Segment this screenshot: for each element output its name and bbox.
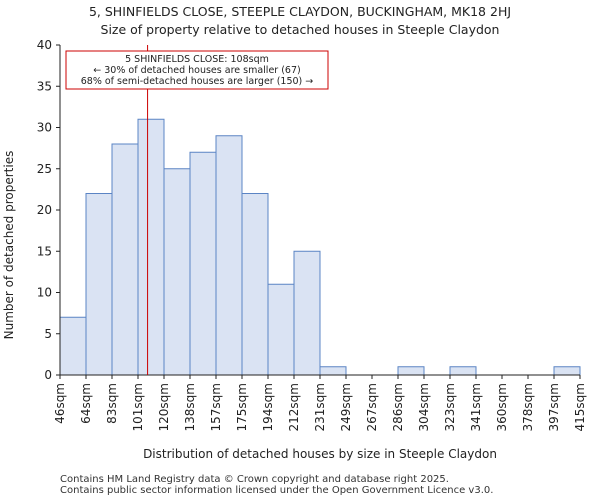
histogram-bar — [59, 316, 87, 376]
x-tick-label: 378sqm — [521, 383, 535, 431]
footer-line-1: Contains HM Land Registry data © Crown c… — [60, 474, 449, 485]
x-tick-label: 397sqm — [547, 383, 561, 431]
footer-line-2: Contains public sector information licen… — [60, 485, 494, 496]
x-tick-label: 415sqm — [573, 383, 587, 431]
x-tick-label: 360sqm — [495, 383, 509, 431]
x-axis-label: Distribution of detached houses by size … — [143, 447, 497, 461]
chart-title: 5, SHINFIELDS CLOSE, STEEPLE CLAYDON, BU… — [88, 4, 512, 19]
y-tick-label: 5 — [44, 327, 52, 341]
x-tick-label: 175sqm — [235, 383, 249, 431]
y-tick-label: 25 — [37, 162, 52, 176]
y-tick-label: 0 — [44, 368, 52, 382]
x-tick-label: 83sqm — [105, 383, 119, 424]
histogram-bar — [293, 250, 321, 376]
x-tick-label: 101sqm — [131, 383, 145, 431]
x-tick-label: 267sqm — [365, 383, 379, 431]
y-tick-label: 20 — [37, 203, 52, 217]
x-tick-label: 120sqm — [157, 383, 171, 431]
annotation-line-1: 5 SHINFIELDS CLOSE: 108sqm — [125, 54, 269, 65]
y-tick-label: 15 — [37, 244, 52, 258]
histogram-bar — [215, 135, 243, 376]
histogram-bar — [137, 118, 165, 376]
x-tick-label: 231sqm — [313, 383, 327, 431]
histogram-bar — [85, 193, 113, 376]
histogram-bar — [111, 143, 139, 376]
y-tick-label: 40 — [37, 38, 52, 52]
histogram-bar — [241, 193, 269, 376]
x-tick-label: 304sqm — [417, 383, 431, 431]
histogram-bar — [319, 366, 347, 376]
histogram-bar — [267, 283, 295, 376]
x-tick-label: 323sqm — [443, 383, 457, 431]
histogram-bar — [449, 366, 477, 376]
x-tick-label: 286sqm — [391, 383, 405, 431]
y-tick-label: 30 — [37, 121, 52, 135]
x-tick-label: 341sqm — [469, 383, 483, 431]
x-tick-label: 157sqm — [209, 383, 223, 431]
x-tick-label: 64sqm — [79, 383, 93, 424]
y-tick-label: 35 — [37, 79, 52, 93]
histogram-bar — [189, 151, 217, 376]
x-tick-label: 46sqm — [53, 383, 67, 424]
histogram-bar — [553, 366, 581, 376]
x-tick-label: 194sqm — [261, 383, 275, 431]
histogram-bar — [397, 366, 425, 376]
annotation-line-3: 68% of semi-detached houses are larger (… — [81, 76, 314, 87]
x-tick-label: 249sqm — [339, 383, 353, 431]
y-tick-label: 10 — [37, 286, 52, 300]
annotation-line-2: ← 30% of detached houses are smaller (67… — [93, 65, 300, 76]
histogram-bar — [163, 168, 191, 376]
y-axis-label: Number of detached properties — [2, 151, 16, 340]
x-tick-label: 138sqm — [183, 383, 197, 431]
annotation-box — [65, 50, 329, 90]
x-tick-label: 212sqm — [287, 383, 301, 431]
chart-subtitle: Size of property relative to detached ho… — [100, 22, 500, 37]
